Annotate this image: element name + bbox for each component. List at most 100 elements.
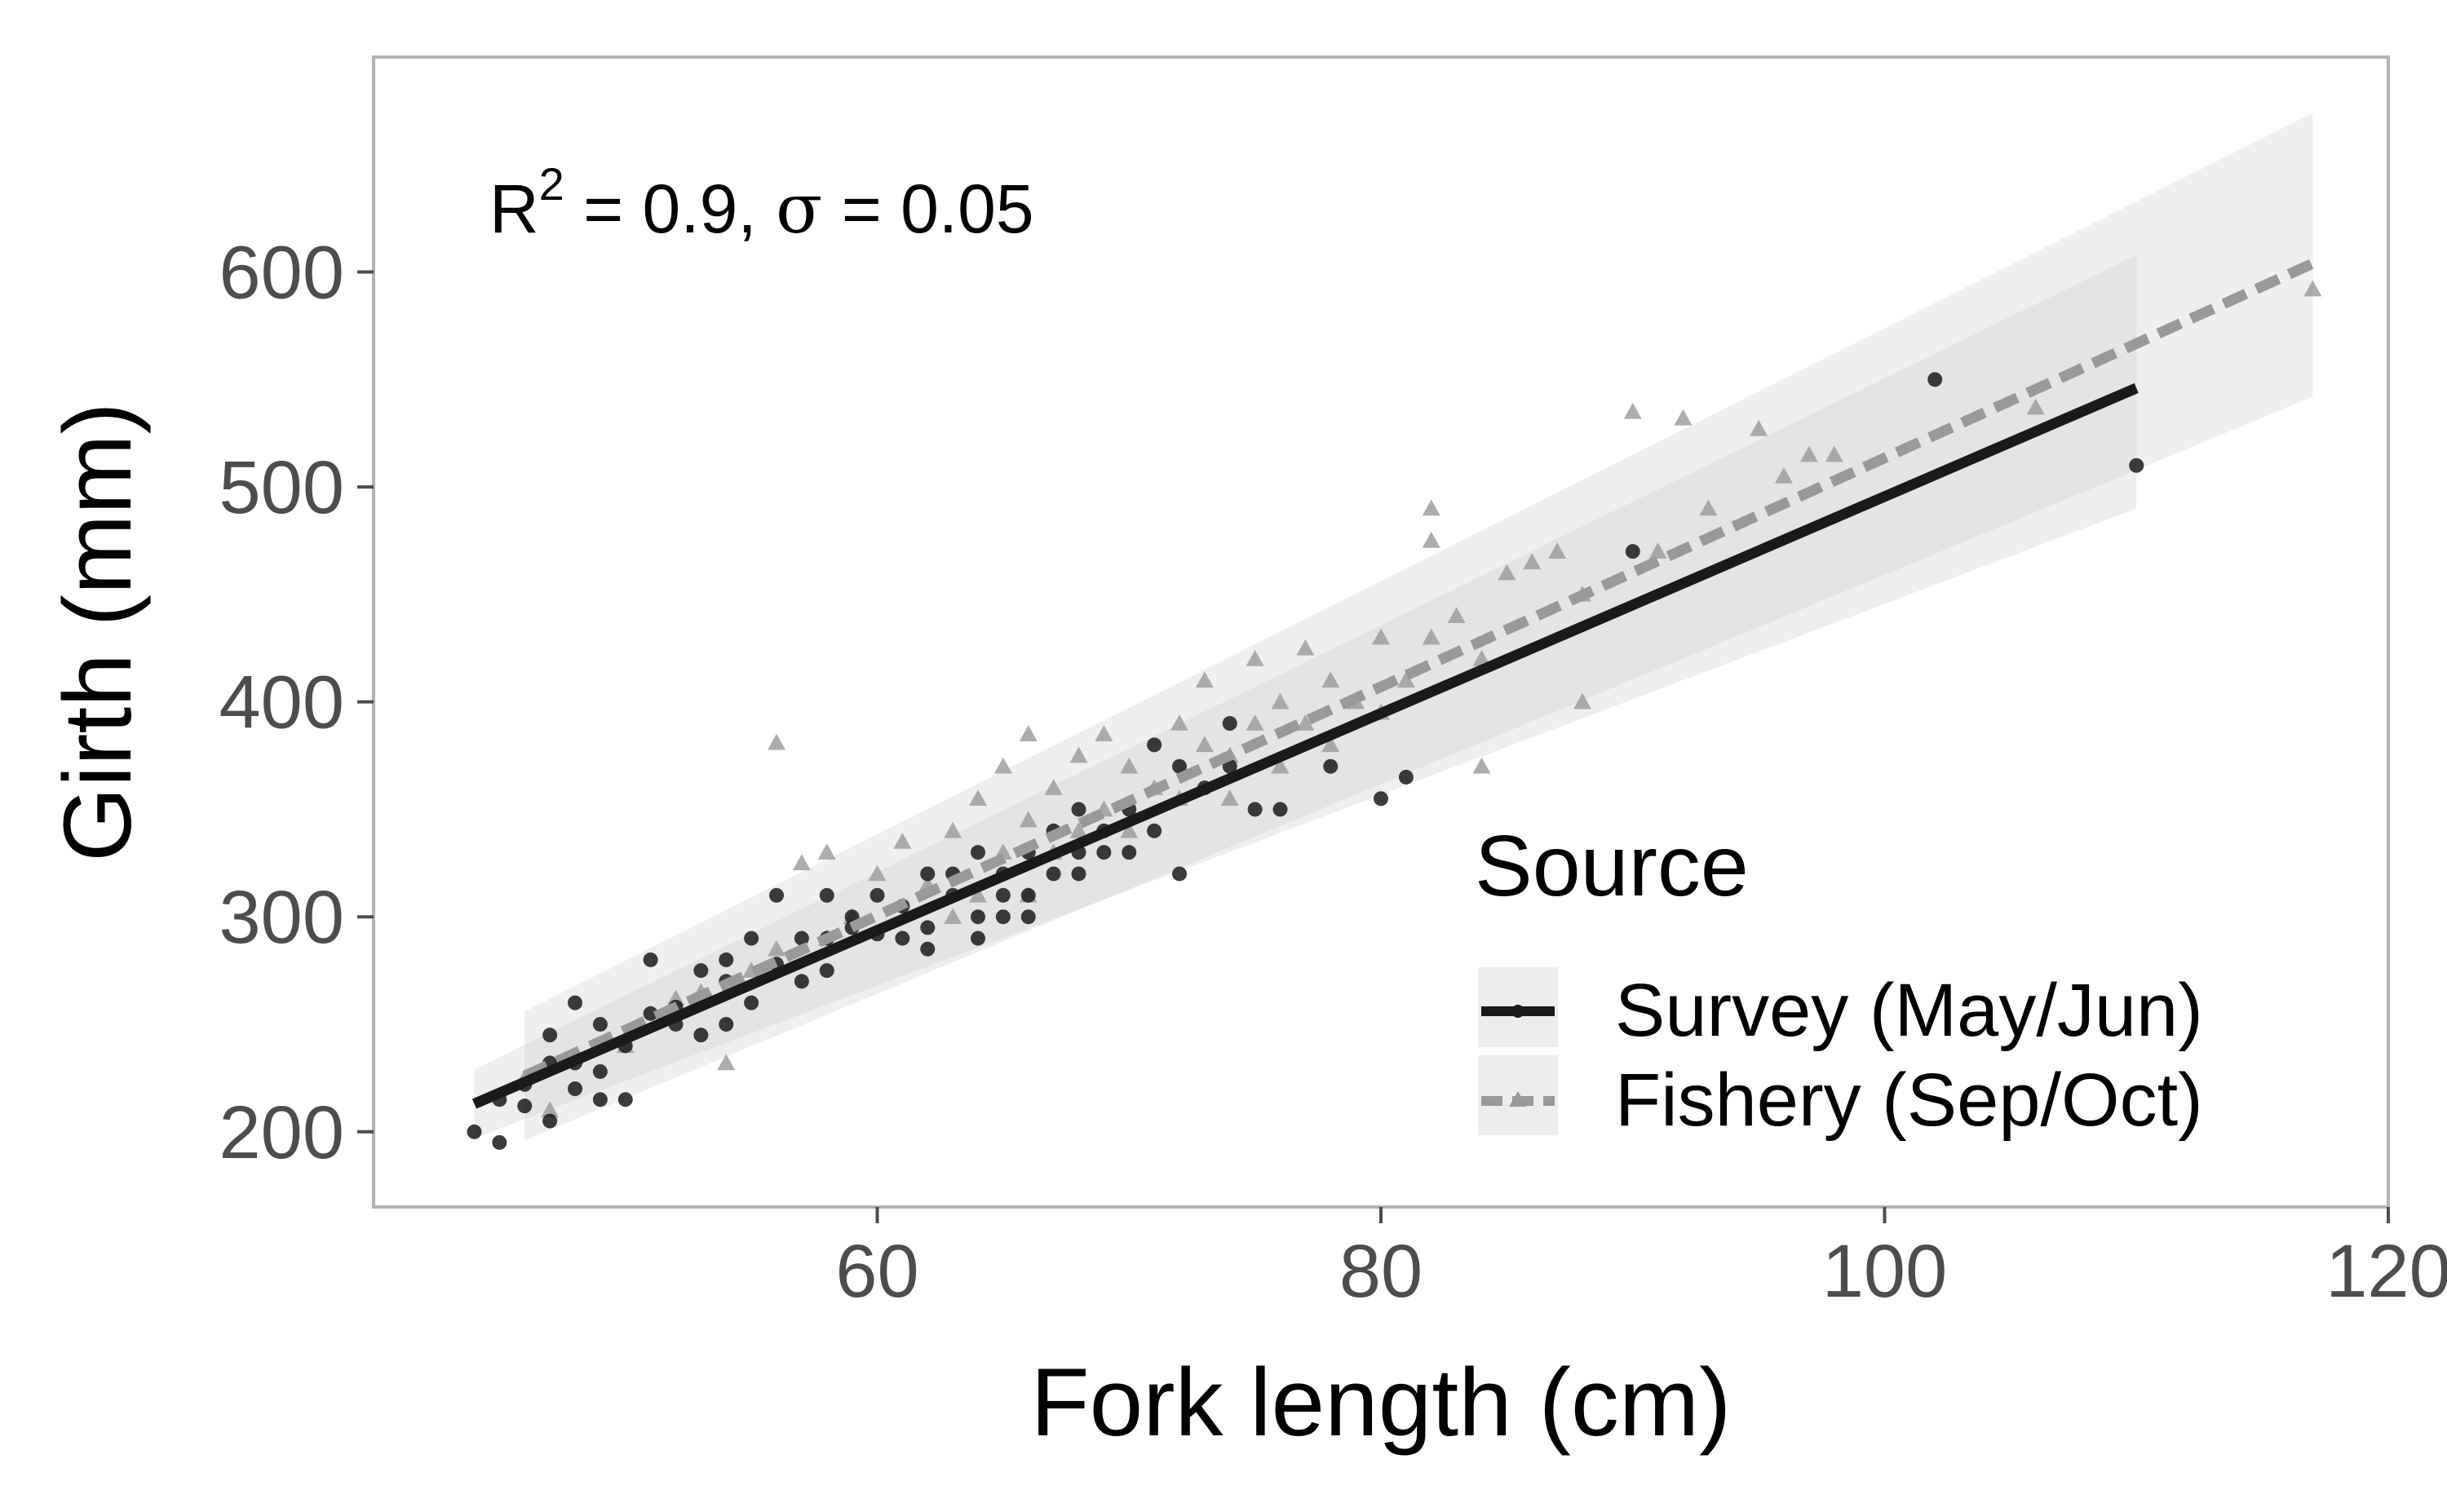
fishery-point <box>1825 445 1843 462</box>
fishery-point <box>1422 531 1440 548</box>
y-axis-label: Girth (mm) <box>44 402 152 862</box>
fishery-point <box>1246 714 1264 731</box>
survey-point <box>1374 791 1388 807</box>
survey-point <box>1323 758 1339 774</box>
survey-point <box>1247 802 1263 817</box>
survey-fit-line <box>471 382 2139 1109</box>
fishery-point <box>1775 466 1793 484</box>
survey-point <box>769 887 784 903</box>
fishery-point <box>944 908 962 925</box>
fit-lines <box>471 259 2316 1109</box>
survey-point <box>995 909 1011 925</box>
survey-point <box>744 995 759 1010</box>
survey-point <box>467 1124 482 1139</box>
fishery-point <box>1523 553 1542 570</box>
survey-point <box>971 845 985 860</box>
x-tick-label: 60 <box>835 1230 918 1313</box>
fishery-point <box>1321 736 1340 753</box>
confidence-bands <box>474 113 2313 1141</box>
survey-point <box>1625 544 1640 559</box>
survey-point <box>643 952 658 967</box>
x-tick-label: 100 <box>1822 1230 1948 1313</box>
fishery-point <box>541 1101 560 1118</box>
fishery-point <box>1321 671 1340 688</box>
legend-label-survey: Survey (May/Jun) <box>1615 969 2203 1052</box>
survey-point <box>819 963 834 979</box>
survey-point <box>971 909 985 925</box>
fishery-point <box>1750 419 1768 436</box>
y-tick-label: 500 <box>219 446 345 529</box>
fishery-point <box>1296 639 1315 656</box>
fishery-point <box>1674 409 1693 426</box>
survey-point <box>1020 909 1036 925</box>
fishery-point <box>1623 402 1642 419</box>
fishery-point <box>1271 757 1290 774</box>
confidence-band-0 <box>474 254 2137 1138</box>
survey-point <box>492 1134 507 1150</box>
fishery-point <box>1195 671 1214 688</box>
survey-point <box>542 1113 558 1129</box>
survey-point <box>568 995 582 1010</box>
survey-point <box>643 1006 658 1021</box>
fishery-point <box>1120 757 1139 774</box>
fishery-point <box>717 1054 736 1071</box>
survey-point <box>568 1081 582 1097</box>
legend-label-fishery: Fishery (Sep/Oct) <box>1615 1059 2203 1142</box>
survey-point <box>1071 866 1086 882</box>
fishery-point <box>1472 757 1491 774</box>
fishery-point <box>1246 649 1264 666</box>
fishery-point <box>1648 542 1667 559</box>
confidence-band-1 <box>524 113 2313 1141</box>
fishery-point <box>1170 714 1188 731</box>
y-tick-label: 600 <box>219 232 345 315</box>
y-axis: 200 300 400 500 600 <box>219 232 374 1174</box>
survey-point <box>592 1063 608 1079</box>
fishery-point <box>969 789 987 807</box>
survey-point <box>920 866 936 882</box>
fishery-point <box>1069 746 1088 763</box>
survey-point <box>1147 737 1162 753</box>
survey-point <box>517 1099 533 1114</box>
survey-point <box>1020 887 1036 903</box>
survey-point <box>995 887 1011 903</box>
legend-title: Source <box>1475 818 1749 914</box>
fishery-point <box>1498 564 1516 581</box>
survey-point <box>592 1016 608 1032</box>
fishery-point <box>868 864 887 882</box>
survey-point <box>920 941 936 957</box>
fishery-point <box>1422 628 1440 645</box>
fishery-point <box>969 886 987 903</box>
fishery-point <box>1699 499 1718 516</box>
survey-point <box>744 931 759 946</box>
y-tick-label: 200 <box>219 1091 345 1174</box>
survey-point <box>592 1092 608 1107</box>
survey-point <box>1927 372 1943 387</box>
survey-point <box>719 952 734 967</box>
survey-point <box>1272 802 1288 817</box>
legend: Source Survey (May/Jun) Fishery (Sep/Oct… <box>1475 818 2203 1142</box>
survey-point <box>1096 845 1112 860</box>
fishery-point <box>1799 445 1818 462</box>
y-tick-label: 300 <box>219 876 345 959</box>
fishery-point <box>1019 725 1038 741</box>
fishery-point <box>1296 714 1315 731</box>
fishery-point <box>1548 542 1567 559</box>
fishery-point <box>1396 671 1415 688</box>
survey-point <box>920 920 936 935</box>
survey-point <box>1222 716 1237 732</box>
survey-point <box>617 1092 633 1107</box>
y-tick-label: 400 <box>219 661 345 745</box>
fishery-point <box>1095 725 1113 741</box>
fishery-point <box>1220 789 1239 807</box>
fishery-point <box>768 939 785 957</box>
survey-point <box>542 1028 558 1043</box>
sigma-symbol: σ <box>776 169 822 249</box>
survey-point <box>1071 802 1086 817</box>
x-tick-label: 80 <box>1339 1230 1423 1313</box>
survey-point <box>794 974 809 989</box>
fishery-point <box>993 757 1012 774</box>
fishery-point <box>1271 692 1290 710</box>
survey-point <box>870 887 885 903</box>
fishery-point <box>768 733 785 750</box>
x-axis-label: Fork length (cm) <box>1031 1349 1732 1457</box>
